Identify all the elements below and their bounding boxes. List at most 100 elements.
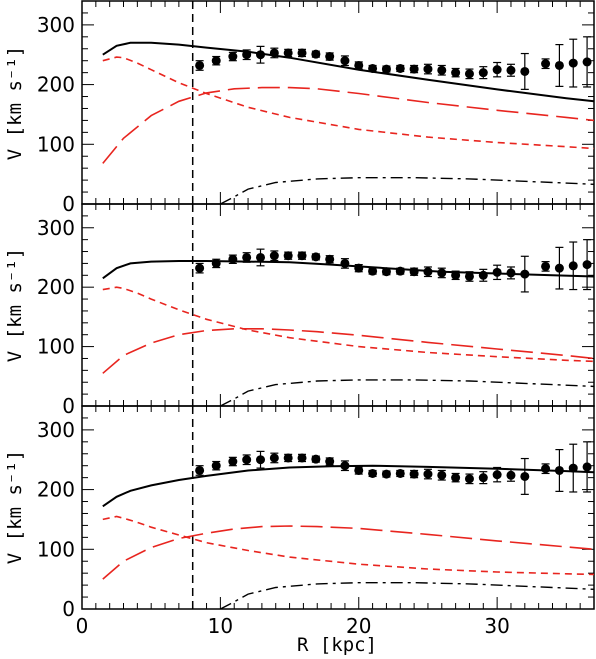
plot-frame	[81, 405, 595, 610]
data-point	[340, 461, 350, 471]
data-point	[325, 254, 335, 264]
y-tick-label: 200	[37, 275, 75, 299]
series-dash-dot	[220, 379, 595, 407]
data-point	[582, 260, 592, 270]
data-point	[269, 453, 279, 463]
series-short-dash	[102, 286, 595, 363]
data-point	[437, 470, 447, 480]
data-point	[478, 68, 488, 78]
data-point	[311, 49, 321, 59]
data-point	[381, 64, 391, 74]
x-tick-label: 10	[208, 614, 233, 638]
data-point	[297, 453, 307, 463]
data-point	[437, 268, 447, 278]
data-point	[242, 252, 252, 262]
data-point	[228, 52, 238, 62]
data-point	[541, 59, 551, 69]
data-point	[325, 52, 335, 62]
data-point	[409, 267, 419, 277]
data-point	[451, 270, 461, 280]
data-point	[256, 455, 266, 465]
data-point	[506, 470, 516, 480]
data-point	[506, 65, 516, 75]
data-point	[297, 48, 307, 58]
data-point	[520, 66, 530, 76]
data-point	[423, 267, 433, 277]
data-point	[409, 469, 419, 479]
y-tick-label: 300	[37, 216, 75, 240]
x-tick-label: 20	[346, 614, 371, 638]
data-point	[541, 261, 551, 271]
data-point	[228, 457, 238, 467]
data-point	[269, 48, 279, 58]
data-point	[195, 263, 205, 273]
data-point	[568, 463, 578, 473]
data-point	[492, 65, 502, 75]
data-point	[340, 56, 350, 66]
data-point	[395, 468, 405, 478]
data-point	[492, 267, 502, 277]
data-point	[195, 60, 205, 70]
data-point	[368, 468, 378, 478]
data-point	[464, 474, 474, 484]
data-point	[464, 69, 474, 79]
data-point	[311, 252, 321, 262]
ylabel-middle: V [km s⁻¹]	[4, 248, 26, 362]
series-solid	[102, 260, 595, 280]
data-point	[381, 267, 391, 277]
data-point	[283, 48, 293, 58]
series-short-dash	[102, 56, 595, 150]
data-point	[582, 462, 592, 472]
data-point	[211, 258, 221, 268]
data-point	[354, 60, 364, 70]
panel-middle: V [km s⁻¹] 0 100 200 300	[4, 203, 595, 418]
data-point	[520, 471, 530, 481]
data-point	[340, 258, 350, 268]
panel-top: V [km s⁻¹] 0 100 200 300	[4, 0, 595, 216]
data-point	[478, 473, 488, 483]
data-point	[520, 269, 530, 279]
data-point	[568, 58, 578, 68]
data-point	[283, 251, 293, 261]
data-point	[568, 261, 578, 271]
data-point	[554, 263, 564, 273]
data-point	[423, 64, 433, 74]
data-point	[423, 469, 433, 479]
y-tick-label: 0	[62, 192, 75, 216]
data-point	[451, 473, 461, 483]
data-point	[242, 455, 252, 465]
data-point	[464, 271, 474, 281]
data-point	[381, 469, 391, 479]
data-point	[269, 251, 279, 261]
y-tick-label: 0	[62, 597, 75, 621]
data-point	[228, 254, 238, 264]
data-point	[395, 63, 405, 73]
y-tick-label: 100	[37, 537, 75, 561]
series-long-dash	[102, 86, 595, 164]
plot-frame	[81, 0, 595, 205]
plot-frame	[81, 203, 595, 407]
data-point	[354, 465, 364, 475]
y-tick-label: 200	[37, 478, 75, 502]
series-long-dash	[102, 327, 595, 374]
data-point	[325, 457, 335, 467]
series-short-dash	[102, 515, 595, 576]
y-tick-label: 200	[37, 73, 75, 97]
data-point	[395, 266, 405, 276]
data-point	[478, 270, 488, 280]
series-dash-dot	[220, 582, 595, 610]
panel-bottom: V [km s⁻¹] 0 100 200 300 0 10 20 30	[4, 405, 595, 638]
data-point	[256, 252, 266, 262]
ylabel-top: V [km s⁻¹]	[4, 46, 26, 160]
y-tick-label: 100	[37, 132, 75, 156]
xlabel: R [kpc]	[297, 634, 377, 656]
data-point	[554, 465, 564, 475]
data-point	[409, 64, 419, 74]
data-point	[368, 266, 378, 276]
data-point	[506, 268, 516, 278]
data-point	[311, 454, 321, 464]
data-point	[451, 68, 461, 78]
data-point	[211, 56, 221, 66]
data-point	[242, 50, 252, 60]
